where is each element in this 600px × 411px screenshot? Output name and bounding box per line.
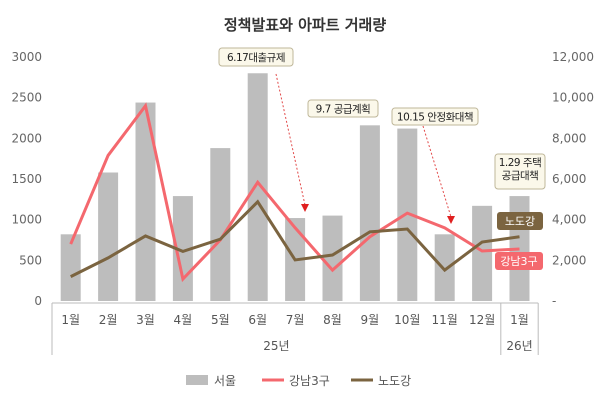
- annotation-1015-box: [391, 107, 479, 126]
- right-axis-tick: 10,000: [552, 91, 594, 105]
- x-tick-label: 9월: [361, 313, 380, 327]
- x-tick-label: 8월: [323, 313, 342, 327]
- x-tick-label: 1월: [61, 313, 80, 327]
- x-tick-label: 2월: [99, 313, 118, 327]
- bar-seoul: [322, 215, 343, 301]
- tag-gangnam-box: [495, 252, 543, 270]
- bar-seoul: [135, 102, 156, 302]
- tag-nodogang-box: [497, 212, 543, 230]
- annotation-arrow: [275, 73, 306, 206]
- annotation-129-box: [494, 153, 546, 190]
- x-tick-label: 3월: [136, 313, 155, 327]
- x-tick-label: 4월: [174, 313, 193, 327]
- tag-gangnam: 강남3구: [500, 255, 537, 268]
- left-axis-tick: 1000: [11, 213, 42, 227]
- x-tick-label: 11월: [432, 313, 458, 327]
- annotation-129: 1.29 주택: [499, 157, 542, 169]
- annotation-1015: 10.15 안정화대책: [397, 112, 473, 124]
- x-tick-label: 6월: [248, 313, 267, 327]
- left-axis-tick: 2000: [11, 131, 42, 145]
- left-axis-tick: 1500: [11, 172, 42, 186]
- annotation-97-box: [307, 99, 379, 118]
- right-axis-tick: -: [552, 294, 556, 308]
- bar-seoul: [210, 148, 231, 301]
- bar-seoul: [434, 234, 455, 301]
- annotation-97: 9.7 공급계획: [316, 104, 371, 116]
- left-axis-tick: 2500: [11, 91, 42, 105]
- annotation-arrow: [422, 125, 452, 218]
- bar-seoul: [98, 172, 119, 301]
- bar-seoul: [359, 125, 380, 301]
- annotation-617: 6.17대출규제: [227, 52, 285, 64]
- left-axis-tick: 500: [19, 253, 42, 267]
- bar-seoul: [247, 73, 268, 302]
- annotation-129: 공급대책: [502, 170, 539, 182]
- x-tick-label: 5월: [211, 313, 230, 327]
- right-axis-tick: 4,000: [552, 213, 586, 227]
- right-axis-tick: 12,000: [552, 50, 594, 64]
- x-tick-label: 10월: [394, 313, 420, 327]
- legend-swatch-seoul: [186, 375, 208, 385]
- year-label: 26년: [506, 339, 532, 353]
- left-axis-tick: 3000: [11, 50, 42, 64]
- arrowhead-icon: [447, 216, 455, 224]
- chart-title: 정책발표와 아파트 거래량: [224, 16, 386, 34]
- x-tick-label: 1월: [510, 313, 529, 327]
- legend-label-nodogang: 노도강: [378, 374, 411, 388]
- right-axis-tick: 8,000: [552, 131, 586, 145]
- right-axis-tick: 2,000: [552, 253, 586, 267]
- legend-label-seoul: 서울: [214, 374, 236, 388]
- x-tick-label: 12월: [469, 313, 495, 327]
- year-label: 25년: [263, 339, 289, 353]
- tag-nodogang: 노도강: [505, 215, 535, 228]
- legend-label-gangnam: 강남3구: [289, 374, 330, 388]
- bar-seoul: [60, 234, 81, 301]
- annotation-617-box: [218, 47, 294, 67]
- arrowhead-icon: [301, 204, 309, 212]
- left-axis-tick: 0: [34, 294, 42, 308]
- right-axis-tick: 6,000: [552, 172, 586, 186]
- x-tick-label: 7월: [286, 313, 305, 327]
- bar-seoul: [472, 205, 493, 301]
